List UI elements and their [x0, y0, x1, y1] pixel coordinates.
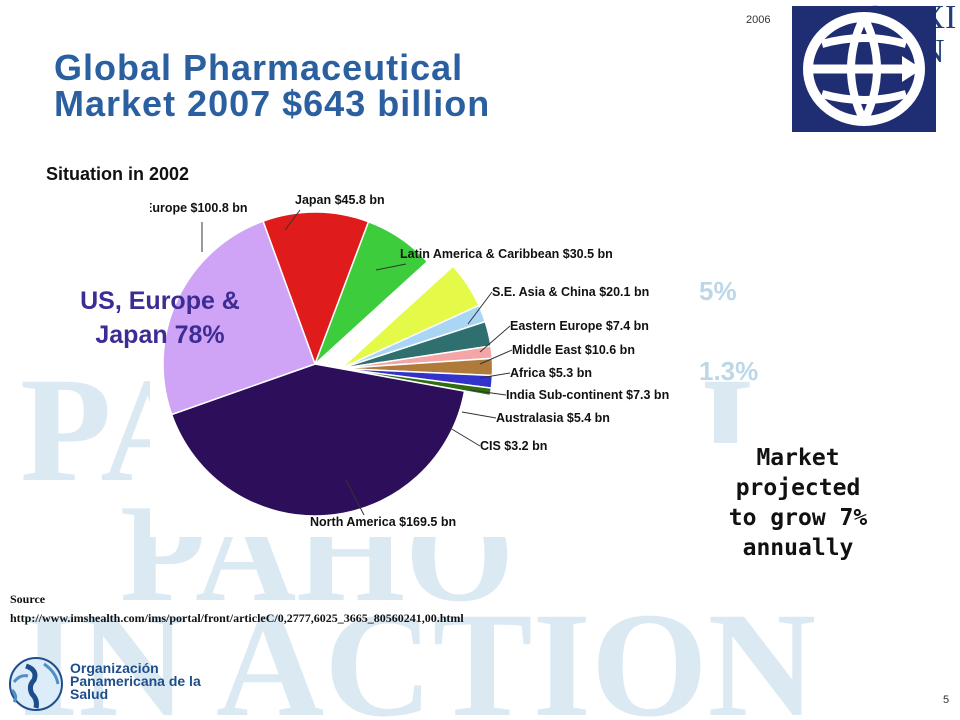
pie-slice-1 — [314, 220, 429, 365]
slice-label-8: CIS $3.2 bn — [480, 439, 547, 453]
source-url: http://www.imshealth.com/ims/portal/fron… — [10, 611, 464, 625]
slice-label-4: Middle East $10.6 bn — [512, 343, 635, 357]
pie-slice-0 — [262, 211, 370, 367]
slice-label-0: Japan $45.8 bn — [295, 193, 385, 207]
leader-line-4 — [479, 349, 513, 365]
growth-projection-note: Market projected to grow 7% annually — [688, 443, 908, 563]
pie-chart-panel: Japan $45.8 bn Latin America & Caribbean … — [150, 182, 705, 537]
leader-line-3 — [479, 325, 511, 353]
percent-top-label: 5% — [699, 276, 737, 306]
us-europe-japan-callout: US, Europe & Japan 78% — [42, 284, 278, 352]
source-label: Source — [10, 592, 46, 606]
title-line-1: Global Pharmaceutical — [54, 47, 464, 88]
slice-label-7: Australasia $5.4 bn — [496, 411, 610, 425]
paho-globe-icon — [9, 657, 63, 711]
leader-line-1 — [375, 263, 407, 271]
growth-line-3: to grow 7% — [728, 505, 868, 531]
chart-caption: Situation in 2002 — [46, 164, 190, 184]
slice-label-6: India Sub-continent $7.3 bn — [506, 388, 669, 402]
growth-line-2: projected — [735, 475, 861, 501]
leader-line-9 — [345, 479, 365, 516]
slide-title: Global Pharmaceutical Market 2007 $643 b… — [54, 50, 490, 122]
year-label: 2006 — [746, 14, 771, 26]
slice-label-9: North America $169.5 bn — [310, 515, 456, 529]
title-line-2: Market 2007 $643 billion — [54, 83, 491, 124]
slice-label-2: S.E. Asia & China $20.1 bn — [492, 285, 649, 299]
source-citation: Source http://www.imshealth.com/ims/port… — [10, 592, 464, 626]
callout-line-2: Japan 78% — [95, 321, 225, 349]
leader-line-7 — [461, 411, 497, 419]
callout-line-1: US, Europe & — [80, 287, 240, 315]
slice-label-10: Europe $100.8 bn — [150, 201, 248, 215]
leader-line-2 — [467, 291, 493, 325]
org-line-1: Organización — [70, 660, 159, 676]
paho-globe-logo — [792, 6, 936, 132]
pie-slice-10 — [162, 220, 316, 416]
slice-label-5: Africa $5.3 bn — [510, 366, 592, 380]
org-line-3: Salud — [70, 686, 109, 702]
slice-label-3: Eastern Europe $7.4 bn — [510, 319, 649, 333]
growth-line-1: Market — [756, 445, 840, 471]
leader-line-8 — [449, 427, 481, 447]
pie-slice-9 — [170, 363, 466, 517]
pie-chart: Japan $45.8 bn Latin America & Caribbean … — [150, 193, 669, 529]
slide-number: 5 — [943, 694, 950, 706]
organization-name: Organización Panamericana de la Salud — [70, 660, 201, 702]
percent-bottom-label: 1.3% — [699, 356, 759, 386]
leader-line-5 — [479, 372, 511, 379]
org-line-2: Panamericana de la — [70, 673, 201, 689]
leader-line-0 — [284, 209, 301, 231]
slice-label-1: Latin America & Caribbean $30.5 bn — [400, 247, 613, 261]
growth-line-4: annually — [742, 535, 854, 561]
leader-line-6 — [469, 389, 507, 396]
